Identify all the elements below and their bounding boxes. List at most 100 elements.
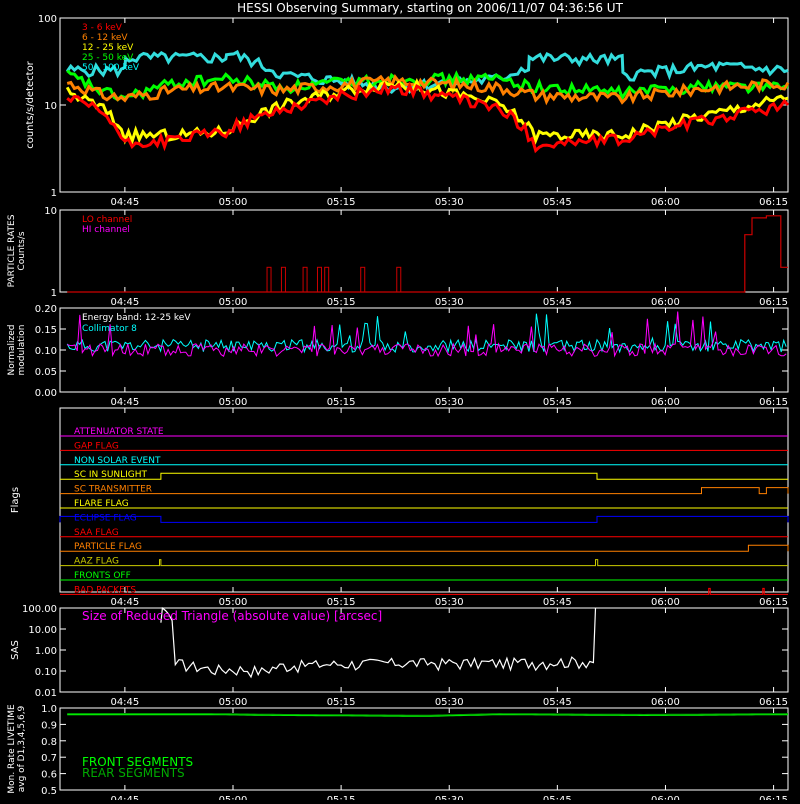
series-line <box>66 81 790 154</box>
x-tick-label: 05:15 <box>327 795 356 800</box>
y-tick-label: 0.05 <box>35 367 57 378</box>
y-axis-label: Flags <box>10 487 21 513</box>
series-line <box>160 606 597 679</box>
series-spike <box>280 266 286 293</box>
flag-line <box>60 487 789 495</box>
y-tick-label: 0.5 <box>41 786 57 797</box>
legend-entry: 50 - 100 keV <box>82 63 140 73</box>
x-tick-label: 05:15 <box>327 697 356 708</box>
legend-entry: 6 - 12 keV <box>82 33 128 43</box>
series-spike <box>396 266 402 293</box>
x-tick-label: 05:00 <box>219 597 248 608</box>
series-line <box>67 713 789 717</box>
y-axis-label-2: modulation <box>17 325 27 376</box>
series-spike <box>302 266 308 293</box>
x-tick-label: 05:15 <box>327 297 356 308</box>
flag-label: GAP FLAG <box>74 441 119 451</box>
x-tick-label: 04:45 <box>110 397 139 408</box>
x-tick-label: 06:00 <box>651 795 680 800</box>
flag-line <box>59 515 789 523</box>
x-tick-label: 05:00 <box>219 197 248 208</box>
flag-line <box>60 587 788 595</box>
x-tick-label: 04:45 <box>110 795 139 800</box>
series-spike <box>360 266 366 293</box>
x-tick-label: 05:45 <box>543 197 572 208</box>
flag-line <box>60 472 788 480</box>
flag-label: BAD PACKETS <box>74 585 136 595</box>
y-tick-label: 10 <box>44 206 57 217</box>
y-axis-label-2: Counts/s <box>17 231 27 270</box>
legend-entry: Collimator 8 <box>82 324 137 334</box>
y-tick-label: 1 <box>51 188 57 199</box>
flag-label: FRONTS OFF <box>74 571 131 581</box>
panel-particle: 04:45 05:00 05:15 05:30 05:45 06:00 06:15 1 10 PA… <box>7 206 789 308</box>
x-tick-label: 06:15 <box>759 697 788 708</box>
x-tick-label: 05:30 <box>435 795 464 800</box>
panel-livetime: 04:45 05:00 05:15 05:30 05:45 06:00 06:15 0.5 0.… <box>7 704 789 804</box>
y-axis-label: counts/s/detector <box>25 60 36 148</box>
y-tick-label: 100.00 <box>22 604 57 615</box>
x-tick-label: 05:00 <box>219 697 248 708</box>
y-tick-label: 0.10 <box>35 667 57 678</box>
y-tick-label: 10 <box>44 101 57 112</box>
x-tick-label: 05:45 <box>543 297 572 308</box>
legend-text: Size of Reduced Triangle (absolute value… <box>82 609 382 623</box>
panel-sas: 04:45 05:00 05:15 05:30 05:45 06:00 06:15 0.01 0… <box>10 604 789 708</box>
legend-text: Energy band: 12-25 keV <box>82 313 191 323</box>
panels: 04:45 05:00 05:15 05:30 05:45 06:00 06:1511010… <box>7 14 790 804</box>
x-tick-label: 04:45 <box>110 297 139 308</box>
legend-entry: REAR SEGMENTS <box>82 766 185 780</box>
legend-entry: LO channel <box>82 215 132 225</box>
flag-label: AAZ FLAG <box>74 557 119 567</box>
series-line <box>67 215 788 293</box>
series-spike <box>266 266 272 293</box>
y-tick-label: 0.01 <box>35 688 57 699</box>
x-tick-label: 06:00 <box>651 297 680 308</box>
y-tick-label: 0.8 <box>41 737 57 748</box>
x-tick-label: 05:45 <box>543 597 572 608</box>
x-tick-label: 04:45 <box>110 697 139 708</box>
series-line <box>66 313 787 354</box>
x-tick-label: 05:15 <box>327 197 356 208</box>
x-tick-label: 06:15 <box>759 297 788 308</box>
y-tick-label: 0.6 <box>41 770 57 781</box>
chart-title: HESSI Observing Summary, starting on 200… <box>237 1 623 15</box>
flag-label: SC TRANSMITTER <box>74 485 152 495</box>
x-tick-label: 05:00 <box>219 397 248 408</box>
legend-entry: 3 - 6 keV <box>82 23 123 33</box>
x-tick-label: 04:45 <box>110 597 139 608</box>
flag-line <box>60 544 789 552</box>
x-tick-label: 05:45 <box>543 397 572 408</box>
x-tick-label: 05:15 <box>327 397 356 408</box>
panel-flags: 04:45 05:00 05:15 05:30 05:45 06:00 06:15 Flags… <box>10 407 789 608</box>
x-tick-label: 06:00 <box>651 697 680 708</box>
legend-entry: 25 - 50 keV <box>82 53 134 63</box>
y-tick-label: 0.10 <box>35 346 57 357</box>
x-tick-label: 05:30 <box>435 197 464 208</box>
x-tick-label: 06:15 <box>759 197 788 208</box>
x-tick-label: 05:15 <box>327 597 356 608</box>
y-tick-label: 0.20 <box>35 304 57 315</box>
legend-entry: 12 - 25 keV <box>82 43 134 53</box>
y-tick-label: 0.7 <box>41 753 57 764</box>
x-tick-label: 05:00 <box>219 795 248 800</box>
panel-modulation: 04:45 05:00 05:15 05:30 05:45 06:00 06:15 0.00 0… <box>7 304 789 408</box>
y-tick-label: 1.00 <box>35 646 57 657</box>
y-tick-label: 0.00 <box>35 388 57 399</box>
x-tick-label: 05:30 <box>435 297 464 308</box>
y-axis-label: Mon. Rate LIVETIME <box>7 704 17 794</box>
panel-frame <box>59 407 789 593</box>
y-tick-label: 1.0 <box>41 704 57 715</box>
x-tick-label: 05:45 <box>543 697 572 708</box>
panel-counts: 04:45 05:00 05:15 05:30 05:45 06:00 06:15 1 10 10… <box>25 14 790 208</box>
series-line <box>67 311 787 358</box>
y-tick-label: 1 <box>51 288 57 299</box>
x-tick-label: 06:15 <box>759 597 788 608</box>
x-tick-label: 06:15 <box>759 795 788 800</box>
flag-label: ATTENUATOR STATE <box>74 427 164 437</box>
x-tick-label: 05:30 <box>435 597 464 608</box>
y-tick-label: 10.00 <box>28 625 57 636</box>
series-line <box>66 74 790 106</box>
y-axis-label: SAS <box>10 640 21 660</box>
x-tick-label: 06:00 <box>651 597 680 608</box>
